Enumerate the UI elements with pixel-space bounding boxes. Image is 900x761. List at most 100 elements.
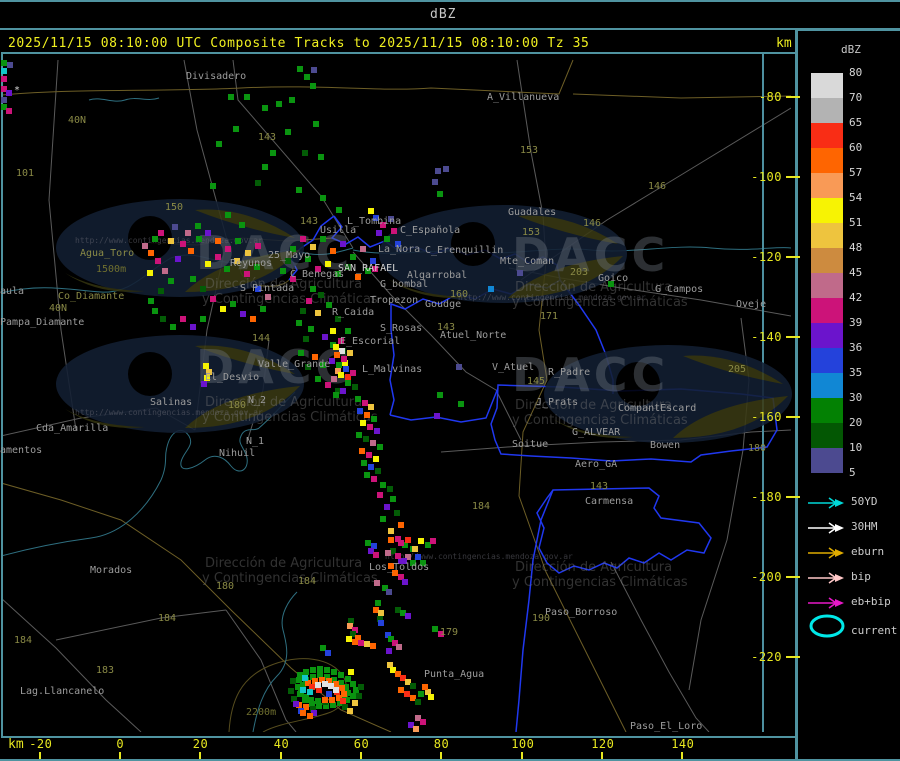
radar-echo-cell (315, 682, 321, 688)
radar-echo-cell (285, 258, 291, 264)
radar-echo-cell (1, 60, 7, 66)
radar-echo-cell (185, 230, 191, 236)
map-label: Soitue (512, 439, 549, 450)
radar-echo-cell (373, 215, 379, 221)
radar-echo-cell (400, 610, 406, 616)
radar-echo-cell (326, 691, 332, 697)
radar-echo-cell (180, 241, 186, 247)
map-label: 40N (49, 303, 68, 314)
map-label: * (14, 85, 21, 96)
radar-echo-cell (437, 191, 443, 197)
radar-echo-cell (374, 428, 380, 434)
map-label: El_Desvio (205, 372, 260, 383)
colorbar-swatch (811, 223, 843, 248)
track-arrow-icon (808, 547, 844, 559)
radar-echo-cell (322, 697, 328, 703)
radar-echo-cell (415, 715, 421, 721)
radar-echo-cell (388, 216, 394, 222)
bottom-axis-tick (360, 752, 362, 759)
legend-item-50YD: 50YD (808, 494, 900, 509)
radar-echo-cell (330, 328, 336, 334)
radar-echo-cell (366, 452, 372, 458)
map-label: 145 (527, 376, 546, 387)
radar-echo-cell (370, 440, 376, 446)
map-label: V_Atuel (492, 362, 535, 373)
radar-echo-cell (350, 681, 356, 687)
radar-echo-cell (396, 644, 402, 650)
map-label: L_Malvinas (362, 364, 423, 375)
map-label: E_Escorial (340, 336, 401, 347)
dacc-eye-logo-watermark (378, 204, 628, 308)
radar-echo-cell (347, 708, 353, 714)
radar-echo-cell (322, 681, 328, 687)
radar-echo-cell (302, 675, 308, 681)
radar-echo-cell (190, 276, 196, 282)
radar-echo-cell (392, 640, 398, 646)
colorbar-swatch (811, 123, 843, 148)
right-axis-tick (786, 576, 800, 578)
legend-label: 30HM (851, 520, 878, 533)
radar-echo-cell (195, 223, 201, 229)
radar-echo-cell (350, 254, 356, 260)
map-label: Goudge (425, 299, 462, 310)
radar-echo-cell (371, 476, 377, 482)
map-label: Atuel_Norte (440, 330, 507, 341)
map-label: 184 (14, 635, 33, 646)
map-label: Pampa_Diamante (0, 317, 85, 328)
radar-echo-cell (373, 456, 379, 462)
colorbar-tick-label: 35 (849, 366, 863, 379)
radar-echo-cell (1, 86, 7, 92)
radar-echo-cell (290, 276, 296, 282)
radar-echo-cell (309, 684, 315, 690)
bottom-axis-tick (119, 752, 121, 759)
dacc-text-watermark: y Contingencias Climáticas (202, 410, 378, 425)
radar-echo-cell (325, 261, 331, 267)
radar-echo-cell (310, 286, 316, 292)
radar-echo-cell (437, 392, 443, 398)
map-label: R_Padre (548, 367, 591, 378)
radar-echo-cell (335, 388, 341, 394)
radar-echo-cell (382, 585, 388, 591)
radar-echo-cell (355, 274, 361, 280)
dacc-eye-logo-watermark (543, 344, 793, 448)
radar-echo-cell (280, 268, 286, 274)
map-label: Algarrobal (407, 270, 468, 281)
radar-echo-cell (361, 460, 367, 466)
radar-echo-cell (401, 558, 407, 564)
map-label: 180 (748, 443, 767, 454)
radar-echo-cell (216, 141, 222, 147)
radar-echo-cell (388, 528, 394, 534)
radar-echo-cell (333, 681, 339, 687)
bottom-axis-tick-label: -20 (29, 737, 53, 751)
radar-echo-cell (378, 610, 384, 616)
dacc-brand-watermark: DACC (512, 348, 670, 402)
map-label: G_Campos (655, 284, 704, 295)
map-label: Reyunos (230, 258, 273, 269)
radar-echo-cell (162, 268, 168, 274)
radar-echo-cell (270, 150, 276, 156)
radar-echo-cell (317, 666, 323, 672)
radar-echo-cell (319, 677, 325, 683)
radar-echo-cell (435, 168, 441, 174)
radar-echo-cell (295, 684, 301, 690)
radar-echo-cell (358, 640, 364, 646)
radar-echo-cell (350, 631, 356, 637)
radar-echo-cell (364, 472, 370, 478)
colorbar-tick-label: 48 (849, 241, 863, 254)
radar-echo-cell (340, 241, 346, 247)
radar-echo-cell (297, 66, 303, 72)
dacc-text-watermark: Dirección de Agricultura (205, 277, 363, 292)
map-label: Paso_Borroso (545, 607, 618, 618)
radar-echo-cell (244, 271, 250, 277)
radar-echo-cell (228, 94, 234, 100)
map-label: Los_Toldos (369, 562, 430, 573)
track-arrow-icon (808, 597, 844, 609)
colorbar-tick-label: 5 (849, 466, 856, 479)
radar-echo-cell (343, 366, 349, 372)
right-axis-tick-label: -100 (751, 170, 782, 184)
radar-echo-cell (338, 672, 344, 678)
radar-echo-cell (367, 424, 373, 430)
legend-item-current: current (808, 614, 900, 645)
radar-echo-cell (372, 266, 378, 272)
dacc-text-watermark: y Contingencias Climáticas (202, 571, 378, 586)
